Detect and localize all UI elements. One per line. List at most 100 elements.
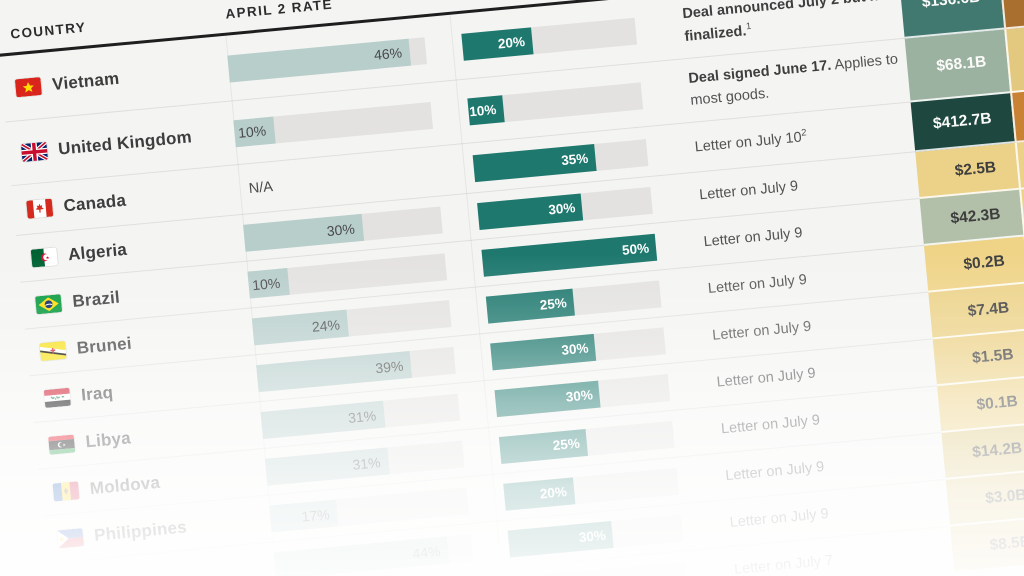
country-name: Libya	[84, 427, 132, 451]
status-note: Letter on July 7	[733, 552, 834, 576]
april2-bar-track: 30%	[243, 206, 443, 252]
country-cell: Vietnam	[2, 59, 230, 100]
flag-bn-icon	[39, 340, 67, 361]
trade-value-cell: $14.2B	[941, 423, 1024, 480]
april2-rate-cell: N/A	[239, 159, 475, 199]
status-note: Letter on July 9	[729, 505, 830, 531]
april2-rate-cell: 46%	[227, 33, 463, 82]
april2-rate-label: 31%	[351, 453, 382, 473]
april2-bar-track: 24%	[251, 300, 452, 346]
new-rate-cell: 35%	[472, 134, 697, 182]
country-name: Philippines	[93, 516, 188, 545]
new-rate-bar-track: 25%	[485, 280, 662, 324]
new-rate-label: 20%	[539, 484, 568, 502]
new-rate-label: 30%	[565, 387, 594, 405]
flag-ph-icon	[56, 527, 85, 548]
april2-bar-track: 17%	[269, 487, 469, 533]
april2-bar: 31%	[260, 400, 386, 439]
new-rate-bar-track: 25%	[498, 420, 675, 464]
trade-value-cell: $68.1B	[904, 29, 1011, 103]
country-name: Algeria	[67, 239, 128, 264]
status-note: Letter on July 9	[707, 271, 808, 297]
april2-bar-track: 46%	[227, 36, 427, 82]
april2-rate-label: 46%	[373, 44, 403, 63]
new-rate-bar-track: 20%	[503, 467, 679, 511]
new-rate-bar: 30%	[477, 193, 584, 230]
status-note: Letter on July 9	[716, 365, 817, 391]
flag-dz-icon	[30, 246, 58, 268]
new-rate-bar: 20%	[461, 26, 534, 61]
new-rate-bar: 20%	[503, 477, 576, 511]
flag-iq-icon	[43, 387, 72, 408]
april2-bar-track: 10%	[233, 101, 433, 147]
april2-bar: 44%	[273, 536, 450, 576]
new-rate-bar: 35%	[472, 143, 597, 182]
april2-bar: 10%	[233, 116, 276, 147]
status-note: Letter on July 9	[711, 318, 812, 344]
country-cell: Iraq	[30, 369, 258, 410]
status-note: Letter on July 102	[694, 126, 807, 156]
flag-br-icon	[35, 293, 63, 314]
country-name: Canada	[62, 190, 127, 216]
trade-value-cell: $3.0B	[945, 470, 1024, 527]
trade-value-cell: $0.1B	[937, 376, 1024, 434]
country-cell: Moldova	[39, 462, 267, 503]
new-rate-label: 20%	[497, 33, 526, 51]
country-name: Brazil	[71, 287, 121, 311]
april2-bar: 31%	[264, 447, 390, 486]
april2-bar-track: 44%	[273, 534, 474, 576]
flag-vn-icon	[14, 77, 43, 98]
april2-rate-cell: 10%	[233, 98, 469, 147]
april2-bar: 46%	[227, 38, 412, 82]
april2-bar-track: 31%	[260, 393, 461, 439]
april2-bar: 10%	[247, 268, 290, 299]
april2-rate-label: 10%	[251, 274, 281, 293]
april2-bar-track: 10%	[247, 253, 448, 299]
trade-value-cell: $8.5B	[950, 517, 1024, 574]
new-rate-cell: 20%	[461, 13, 685, 61]
april2-bar: 30%	[243, 213, 364, 252]
new-rate-label: 30%	[578, 527, 607, 546]
april2-rate-label: 30%	[326, 220, 356, 239]
country-cell: Brazil	[22, 275, 250, 316]
april2-bar-track: 39%	[256, 346, 456, 393]
new-rate-bar: 25%	[485, 288, 575, 324]
april2-rate-label: 10%	[237, 122, 267, 141]
april2-rate-na-label: N/A	[248, 178, 274, 198]
country-cell: Libya	[35, 416, 263, 457]
flag-md-icon	[52, 480, 80, 502]
april2-rate-label: 24%	[311, 315, 341, 335]
country-cell: Algeria	[17, 228, 245, 269]
april2-bar: 24%	[251, 309, 349, 346]
country-cell	[49, 566, 275, 576]
april2-bar: 17%	[269, 499, 339, 533]
country-name: Iraq	[80, 382, 114, 405]
country-name: United Kingdom	[57, 127, 193, 159]
country-cell: Brunei	[26, 322, 254, 363]
new-rate-bar: 50%	[481, 233, 658, 277]
new-rate-bar: 30%	[494, 380, 601, 418]
april2-rate-label: 31%	[347, 406, 377, 426]
country-cell: Philippines	[44, 509, 272, 550]
new-rate-label: 25%	[552, 435, 581, 454]
new-rate-bar-track: 30%	[477, 186, 653, 230]
new-rate-bar-track: 30%	[507, 514, 684, 558]
new-rate-bar-track: 10%	[467, 81, 644, 125]
new-rate-label: 30%	[547, 200, 577, 218]
status-note: Letter on July 9	[724, 458, 825, 484]
april2-rate-label: 39%	[374, 357, 404, 376]
new-rate-label: 35%	[560, 150, 589, 168]
status-note: Letter on July 9	[698, 177, 799, 204]
new-rate-label: 50%	[621, 240, 650, 258]
country-name: Brunei	[75, 333, 133, 358]
trade-value-cell: $1.5B	[932, 330, 1024, 387]
new-rate-bar-track: 50%	[481, 233, 658, 277]
status-note: Deal signed June 17. Applies to most goo…	[687, 51, 899, 109]
status-note: Letter on July 9	[702, 224, 804, 250]
country-cell: Canada	[13, 180, 241, 221]
april2-rate-label: 44%	[411, 542, 442, 562]
new-rate-cell: 10%	[467, 77, 691, 125]
